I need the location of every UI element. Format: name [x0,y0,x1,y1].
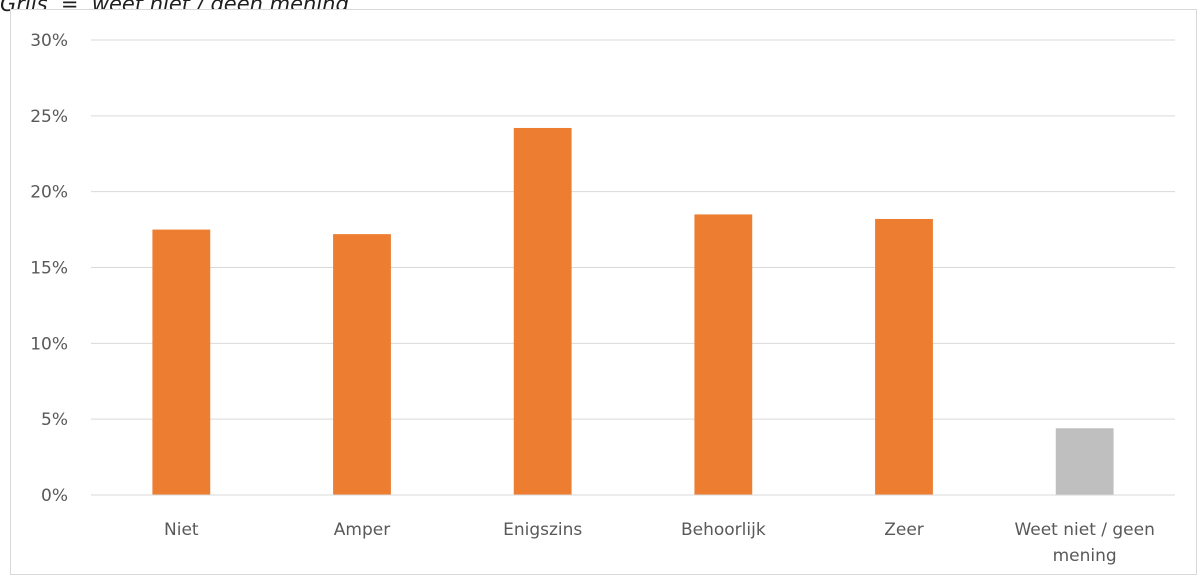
x-category-label: Zeer [884,520,924,540]
bars [152,127,1114,496]
x-category-label: mening [1053,546,1117,566]
y-tick-label: 30% [30,31,68,51]
bar-enigszins [513,127,572,495]
y-tick-label: 5% [41,410,68,430]
bar-niet [152,229,211,496]
y-tick-label: 15% [30,259,68,279]
gridlines [91,39,1175,420]
bar-weet-niet-geen-mening [1055,428,1114,495]
y-tick-label: 20% [30,183,68,203]
x-category-label: Enigszins [503,520,582,540]
bar-zeer [875,218,933,495]
x-category-label: Behoorlijk [681,520,766,540]
bar-behoorlijk [694,214,753,495]
x-category-label: Weet niet / geen [1014,520,1154,540]
x-category-label: Niet [164,520,199,540]
y-tick-label: 0% [41,486,68,506]
y-tick-label: 10% [30,334,68,354]
x-category-label: Amper [334,520,390,540]
y-tick-label: 25% [30,107,68,127]
bar-amper [333,234,391,495]
x-axis-category-labels: Niet Amper Enigszins Behoorlijk Zeer Weet nie… [164,520,1155,566]
y-axis-tick-labels: 0% 5% 10% 15% 20% 25% 30% [30,31,68,506]
